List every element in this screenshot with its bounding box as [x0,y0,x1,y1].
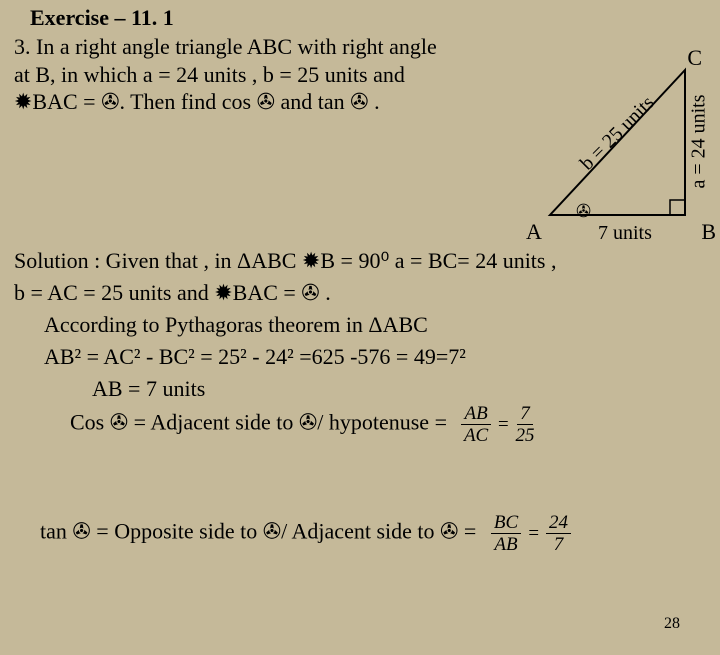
solution-line: According to Pythagoras theorem in ΔABC [44,309,714,341]
solution-block: Solution : Given that , in ΔABC ✹B = 90⁰… [14,245,714,445]
side-ab-label: 7 units [598,222,652,245]
frac-num: AB [461,404,490,425]
tan-text: tan ✇ = Opposite side to ✇/ Adjacent sid… [40,519,476,544]
page-number: 28 [664,615,680,633]
side-bc-label: a = 24 units [687,94,710,188]
solution-line: AB = 7 units [92,373,714,405]
tan-fraction: BC AB = 24 7 [488,513,574,554]
tan-line: tan ✇ = Opposite side to ✇/ Adjacent sid… [40,513,574,554]
cos-text: Cos ✇ = Adjacent side to ✇/ hypotenuse = [70,410,447,435]
angle-symbol: ✇ [576,201,591,222]
frac-den: 25 [516,425,535,445]
equals-sign: = [497,411,510,439]
solution-line: AB² = AC² - BC² = 25² - 24² =625 -576 = … [44,341,714,373]
cos-fraction: AB AC = 7 25 [458,404,537,445]
question-line: ✹BAC = ✇. Then find cos ✇ and tan ✇ . [14,88,437,116]
vertex-c-label: C [687,45,702,71]
frac-num: 7 [517,404,533,425]
question-text: 3. In a right angle triangle ABC with ri… [14,33,437,116]
exercise-header: Exercise – 11. 1 [30,5,174,31]
vertex-a-label: A [526,219,542,245]
equals-sign: = [527,523,540,545]
frac-num: BC [491,513,521,534]
right-angle-mark [670,200,685,215]
frac-den: AC [464,425,488,445]
frac-num: 24 [546,513,571,534]
solution-line: b = AC = 25 units and ✹BAC = ✇ . [14,277,714,309]
solution-line-cos: Cos ✇ = Adjacent side to ✇/ hypotenuse =… [70,404,714,445]
frac-den: 7 [554,534,564,554]
question-line: at B, in which a = 24 units , b = 25 uni… [14,61,437,89]
solution-line: Solution : Given that , in ΔABC ✹B = 90⁰… [14,245,714,277]
frac-den: AB [494,534,517,554]
triangle-diagram: C A B 7 units a = 24 units b = 25 units … [460,40,710,240]
question-line: 3. In a right angle triangle ABC with ri… [14,33,437,61]
vertex-b-label: B [701,219,716,245]
